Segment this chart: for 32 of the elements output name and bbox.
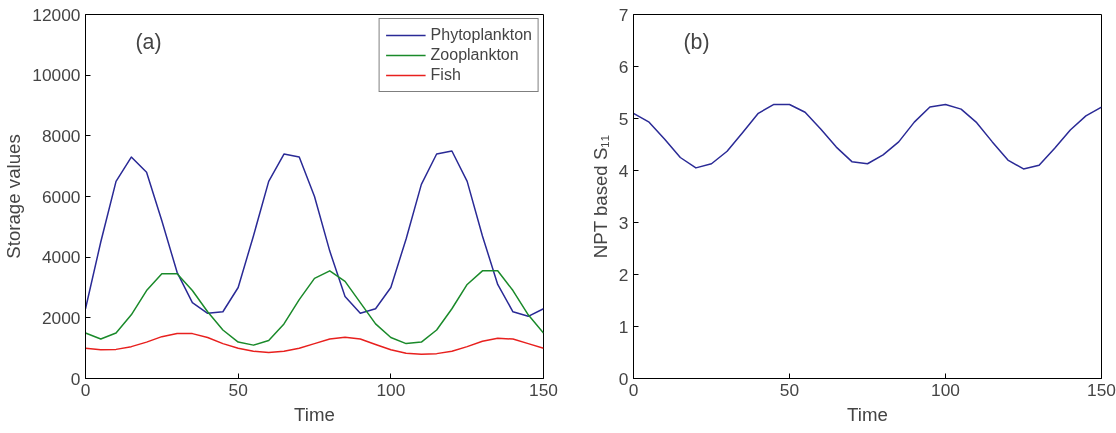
legend-label: Phytoplankton [430,26,532,44]
line-series [85,332,544,355]
y-tick-label: 2000 [41,307,81,328]
y-tick-label: 8000 [41,125,81,146]
y-tick-label: 4000 [41,247,81,268]
x-axis-title: Time [847,403,888,425]
x-axis-title: Time [294,403,335,425]
y-tick-label: 6000 [41,186,81,207]
x-tick-label: 150 [529,379,558,400]
legend-label: Fish [430,66,461,84]
x-tick-label: 50 [228,379,248,400]
y-tick-label: 2 [618,264,629,285]
y-tick-label: 12000 [32,4,81,25]
x-tick-label: 150 [1087,379,1116,400]
y-axis-title: NPT based S₁₁ [589,135,611,259]
y-tick-label: 4 [618,160,629,181]
line-series [633,103,1102,170]
x-tick-label: 100 [376,379,406,400]
x-tick-label: 100 [931,379,960,400]
line-series [85,270,544,346]
y-tick-label: 3 [618,212,629,233]
y-tick-label: 6 [618,56,629,77]
y-tick-label: 7 [618,4,629,25]
line-series [85,150,544,318]
annotation: (b) [683,29,710,54]
y-tick-label: 1 [618,316,629,337]
annotation: (a) [135,29,162,54]
x-tick-label: 50 [779,379,800,400]
y-tick-label: 10000 [32,65,81,86]
legend-label: Zooplankton [430,46,519,64]
y-tick-label: 5 [618,108,629,129]
y-axis-title: Storage values [3,134,25,259]
